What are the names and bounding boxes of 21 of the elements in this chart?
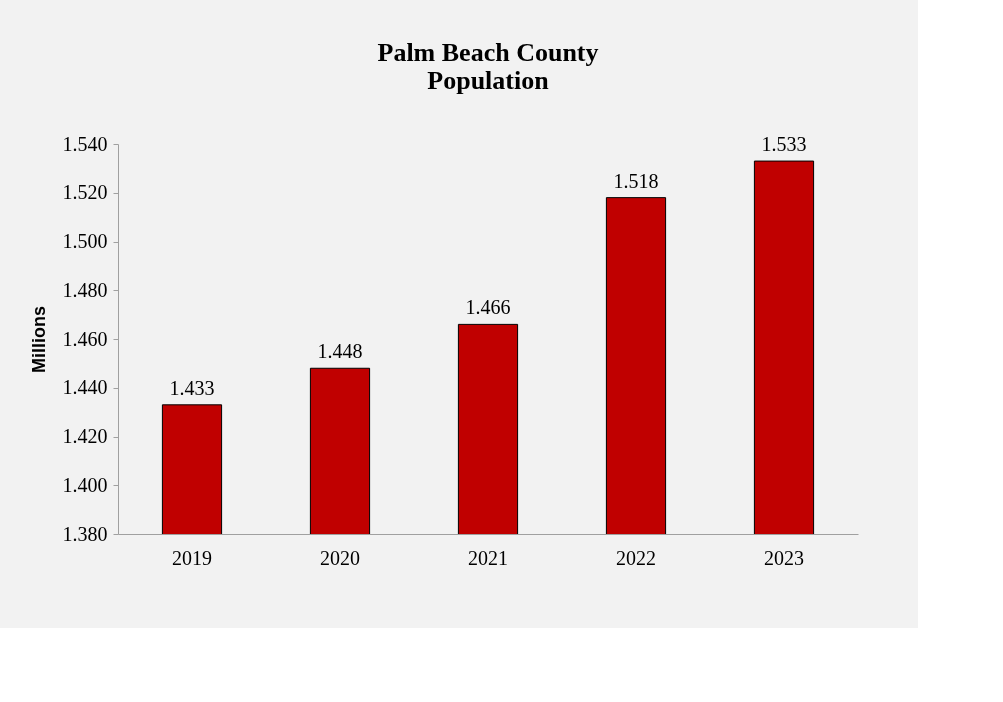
data-label: 1.448: [317, 340, 363, 363]
data-label: 1.466: [465, 296, 511, 319]
x-tick-label: 2020: [320, 546, 360, 569]
data-label: 1.433: [169, 376, 215, 399]
y-tick-label: 1.500: [62, 230, 108, 252]
y-tick-label: 1.420: [62, 425, 108, 447]
y-tick-label: 1.480: [62, 278, 108, 301]
x-tick-label: 2019: [172, 546, 212, 569]
data-label: 1.533: [761, 133, 807, 156]
y-axis-title: Millions: [28, 306, 49, 373]
y-tick-label: 1.440: [62, 376, 108, 399]
y-tick-label: 1.520: [62, 181, 108, 204]
x-tick-label: 2022: [616, 546, 656, 569]
x-tick-label: 2021: [468, 546, 508, 569]
y-tick-label: 1.540: [62, 132, 108, 155]
y-tick-label: 1.380: [62, 522, 108, 545]
y-tick-label: 1.460: [62, 327, 108, 350]
data-label: 1.518: [613, 169, 659, 192]
chart-title: Palm Beach County Population: [377, 38, 599, 95]
y-tick-label: 1.400: [62, 473, 108, 496]
x-tick-label: 2023: [764, 546, 804, 569]
